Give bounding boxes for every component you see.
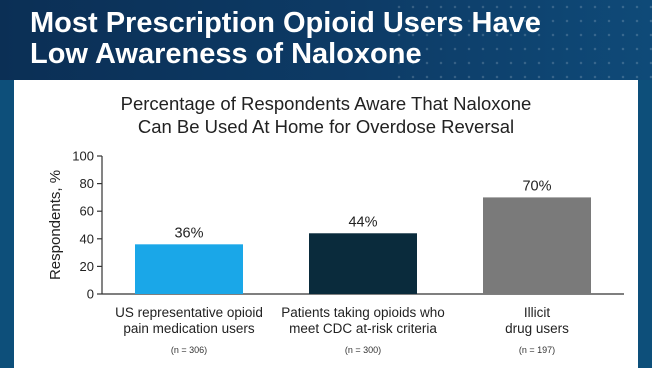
sample-size-label: (n = 306)	[171, 345, 207, 355]
y-axis-label: Respondents, %	[47, 170, 64, 280]
x-category-label: meet CDC at-risk criteria	[289, 321, 437, 336]
bar	[309, 233, 417, 294]
slide-header: Most Prescription Opioid Users Have Low …	[0, 0, 652, 80]
x-category-label: pain medication users	[123, 321, 255, 336]
y-tick-label: 60	[80, 204, 94, 219]
bar	[135, 244, 243, 294]
bar-value-label: 36%	[174, 225, 203, 241]
y-tick-label: 20	[80, 259, 94, 274]
chart-title: Percentage of Respondents Aware That Nal…	[120, 93, 532, 137]
chart-panel: Percentage of Respondents Aware That Nal…	[14, 80, 638, 368]
x-category-label: US representative opioid	[115, 305, 263, 320]
slide-title: Most Prescription Opioid Users Have Low …	[30, 7, 541, 70]
header-dot-pattern	[392, 0, 652, 80]
y-tick-label: 0	[87, 287, 94, 302]
y-tick-label: 40	[80, 231, 94, 246]
x-category-label: Patients taking opioids who	[281, 305, 445, 320]
x-category-label: drug users	[505, 321, 569, 336]
sample-size-label: (n = 197)	[519, 345, 555, 355]
y-tick-label: 100	[72, 149, 94, 164]
x-category-label: Illicit	[524, 305, 550, 320]
bar	[483, 197, 591, 294]
bar-chart: 0 20 40 60 80 100 Respondents, % 36% US represen…	[47, 149, 624, 355]
bar-value-label: 44%	[348, 214, 377, 230]
y-tick-label: 80	[80, 176, 94, 191]
bar-value-label: 70%	[522, 178, 551, 194]
sample-size-label: (n = 300)	[345, 345, 381, 355]
